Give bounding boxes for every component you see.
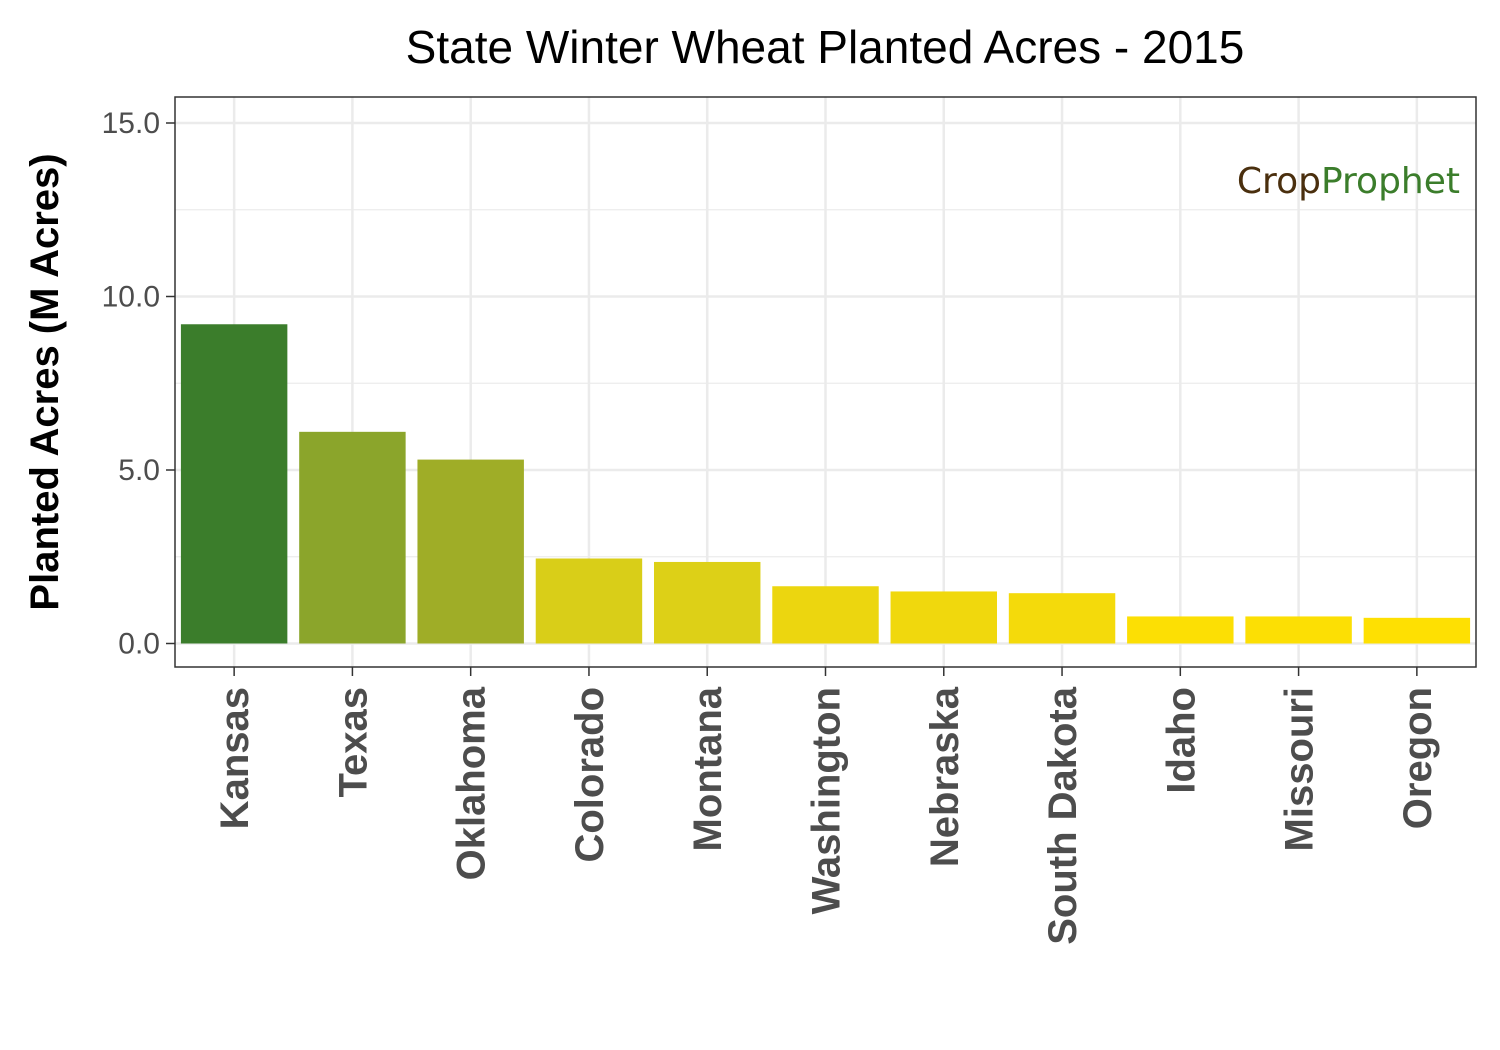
y-axis-ticks: 0.0 5.0 10.0 15.0: [102, 107, 175, 661]
y-axis-label: Planted Acres (M Acres): [23, 153, 67, 610]
x-tick-label: Idaho: [1159, 687, 1203, 794]
logo-text-part4: Prophet: [1321, 161, 1460, 202]
bar-colorado: [535, 558, 643, 644]
bar-kansas: [180, 324, 288, 644]
y-tick-label: 10.0: [102, 281, 160, 314]
bar-oklahoma: [417, 459, 524, 644]
x-tick-label: South Dakota: [1041, 686, 1085, 945]
logo-text-part3: p: [1298, 161, 1321, 202]
bar-oregon: [1363, 617, 1471, 644]
x-tick-label: Texas: [331, 687, 375, 797]
chart-title: State Winter Wheat Planted Acres - 2015: [406, 21, 1245, 73]
y-tick-label: 15.0: [102, 107, 160, 140]
cropprophet-logo: CropProphet: [1237, 161, 1460, 202]
bar-missouri: [1245, 616, 1352, 644]
x-tick-label: Colorado: [568, 687, 612, 863]
x-tick-label: Oklahoma: [450, 686, 494, 880]
x-tick-label: Washington: [805, 687, 849, 914]
x-tick-label: Kansas: [213, 687, 257, 829]
bar-south-dakota: [1008, 593, 1116, 644]
x-tick-label: Oregon: [1396, 687, 1440, 829]
y-tick-label: 5.0: [118, 454, 160, 487]
bar-nebraska: [890, 591, 997, 644]
x-axis-ticks: Kansas Texas Oklahoma Colorado Montana Washin…: [213, 667, 1440, 945]
y-tick-label: 0.0: [118, 628, 160, 661]
x-tick-label: Missouri: [1278, 687, 1322, 851]
x-tick-label: Montana: [686, 686, 730, 851]
bars: [180, 324, 1471, 644]
bar-idaho: [1127, 616, 1234, 644]
grid-lines: [175, 97, 1476, 667]
x-tick-label: Nebraska: [923, 686, 967, 867]
logo-text-part2: o: [1276, 161, 1298, 202]
bar-texas: [299, 431, 406, 644]
logo-text-part1: Cr: [1237, 161, 1277, 202]
svg-text:CropProphet: CropProphet: [1237, 161, 1460, 202]
bar-montana: [654, 561, 761, 644]
bar-washington: [772, 586, 879, 644]
